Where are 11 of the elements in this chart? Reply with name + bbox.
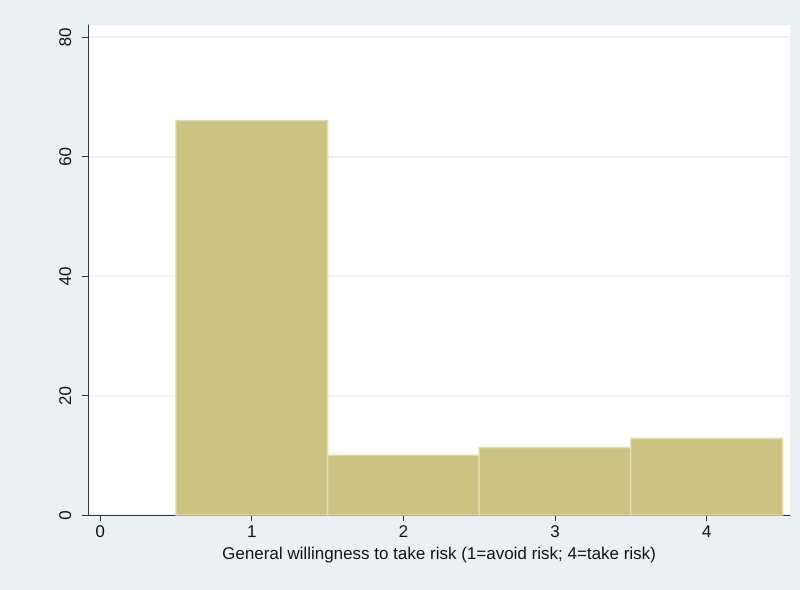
x-tick-label: 3: [550, 522, 560, 541]
y-tick-label: 20: [56, 386, 75, 405]
y-tick-label: 60: [56, 147, 75, 166]
x-tick-label: 2: [398, 522, 408, 541]
y-tick-label: 0: [56, 510, 75, 520]
x-tick-label: 0: [95, 522, 105, 541]
y-tick-label: 80: [56, 27, 75, 46]
x-tick-label: 1: [247, 522, 256, 541]
x-tick-label: 4: [702, 522, 712, 541]
x-axis-title: General willingness to take risk (1=avoid risk; 4=take risk): [222, 544, 656, 563]
y-tick-label: 40: [56, 266, 75, 286]
